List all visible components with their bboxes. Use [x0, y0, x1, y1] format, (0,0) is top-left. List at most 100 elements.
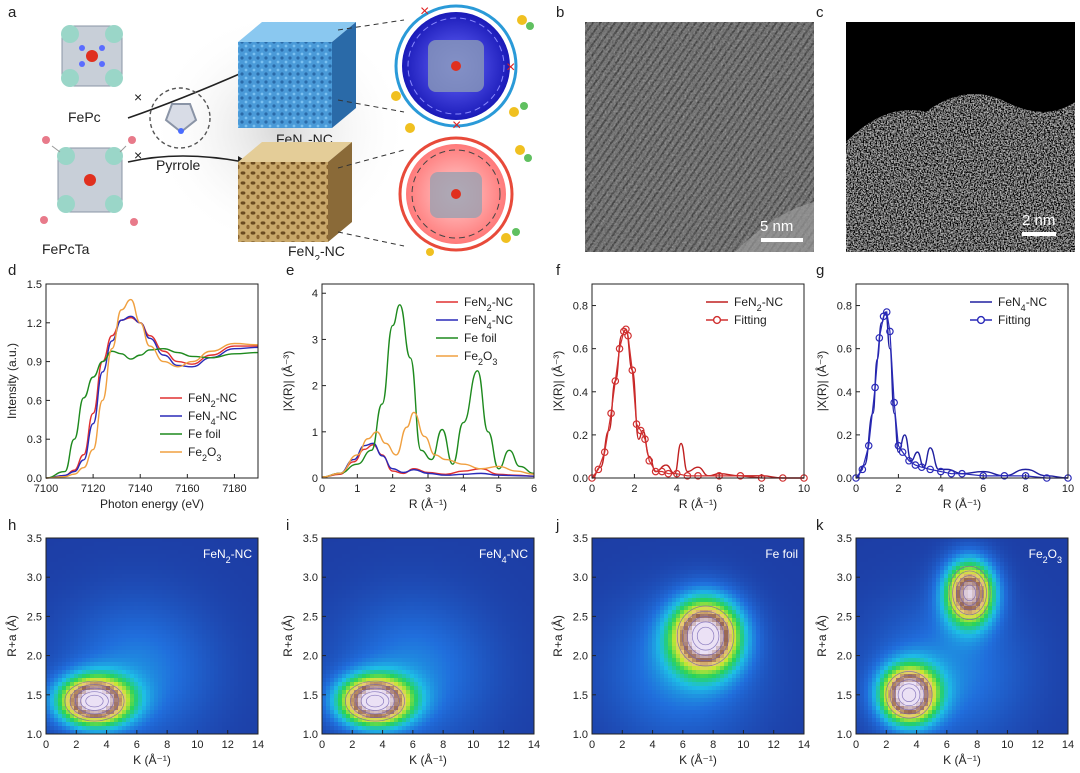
heatmap-cell	[346, 594, 351, 599]
heatmap-cell	[162, 570, 167, 575]
heatmap-cell	[438, 710, 443, 715]
heatmap-cell	[366, 718, 371, 723]
heatmap-cell	[126, 682, 131, 687]
heatmap-cell	[206, 598, 211, 603]
heatmap-cell	[142, 614, 147, 619]
heatmap-cell	[350, 614, 355, 619]
heatmap-cell	[106, 594, 111, 599]
heatmap-cell	[58, 630, 63, 635]
heatmap-cell	[118, 638, 123, 643]
heatmap-cell	[330, 650, 335, 655]
heatmap-cell	[194, 542, 199, 547]
heatmap-cell	[358, 698, 363, 703]
heatmap-cell	[394, 702, 399, 707]
series-line-2	[321, 304, 535, 478]
heatmap-cell	[78, 670, 83, 675]
heatmap-cell	[238, 726, 243, 731]
heatmap-cell	[454, 578, 459, 583]
heatmap-cell	[90, 570, 95, 575]
heatmap-cell	[234, 722, 239, 727]
heatmap-cell	[450, 674, 455, 679]
heatmap-cell	[410, 646, 415, 651]
heatmap-cell	[238, 558, 243, 563]
heatmap-cell	[206, 630, 211, 635]
heatmap-cell	[430, 654, 435, 659]
heatmap-cell	[242, 650, 247, 655]
heatmap-cell	[166, 722, 171, 727]
heatmap-cell	[450, 538, 455, 543]
heatmap-cell	[78, 662, 83, 667]
heatmap-cell	[170, 714, 175, 719]
heatmap-cell	[254, 718, 259, 723]
heatmap-cell	[362, 550, 367, 555]
heatmap-cell	[238, 706, 243, 711]
heatmap-cell	[482, 610, 487, 615]
y-tick-label: 3	[312, 334, 318, 346]
heatmap-cell	[138, 718, 143, 723]
heatmap-cell	[250, 722, 255, 727]
heatmap-cell	[202, 630, 207, 635]
heatmap-cell	[138, 554, 143, 559]
heatmap-cell	[346, 694, 351, 699]
heatmap-cell	[46, 710, 51, 715]
heatmap-cell	[122, 718, 127, 723]
heatmap-cell	[210, 598, 215, 603]
heatmap-cell	[358, 626, 363, 631]
heatmap-cell	[442, 698, 447, 703]
heatmap-cell	[366, 694, 371, 699]
heatmap-cell	[82, 662, 87, 667]
heatmap-cell	[338, 538, 343, 543]
heatmap-cell	[210, 582, 215, 587]
heatmap-cell	[122, 666, 127, 671]
heatmap-cell	[198, 710, 203, 715]
heatmap-cell	[242, 554, 247, 559]
heatmap-cell	[438, 582, 443, 587]
heatmap-cell	[138, 626, 143, 631]
heatmap-cell	[490, 710, 495, 715]
heatmap-cell	[114, 658, 119, 663]
heatmap-cell	[366, 590, 371, 595]
heatmap-cell	[254, 630, 259, 635]
heatmap-cell	[490, 634, 495, 639]
heatmap-cell	[206, 606, 211, 611]
heatmap-cell	[202, 702, 207, 707]
heatmap-cell	[126, 726, 131, 731]
heatmap-cell	[206, 602, 211, 607]
heatmap-cell	[190, 550, 195, 555]
heatmap-cell	[202, 682, 207, 687]
heatmap-cell	[418, 546, 423, 551]
x-tick-label: 8	[164, 739, 170, 751]
heatmap-cell	[126, 562, 131, 567]
heatmap-cell	[426, 646, 431, 651]
heatmap-cell	[182, 590, 187, 595]
heatmap-cell	[410, 674, 415, 679]
heatmap-cell	[322, 662, 327, 667]
heatmap-cell	[238, 642, 243, 647]
heatmap-cell	[66, 562, 71, 567]
heatmap-cell	[394, 622, 399, 627]
heatmap-cell	[98, 622, 103, 627]
heatmap-cell	[178, 722, 183, 727]
heatmap-cell	[242, 718, 247, 723]
heatmap-cell	[454, 654, 459, 659]
heatmap-cell	[326, 690, 331, 695]
heatmap-cell	[254, 570, 259, 575]
heatmap-cell	[198, 618, 203, 623]
heatmap-cell	[146, 658, 151, 663]
heatmap-cell	[442, 602, 447, 607]
heatmap-cell	[110, 574, 115, 579]
heatmap-cell	[458, 578, 463, 583]
heatmap-cell	[338, 618, 343, 623]
heatmap-cell	[410, 538, 415, 543]
heatmap-cell	[178, 614, 183, 619]
heatmap-cell	[426, 638, 431, 643]
heatmap-cell	[442, 618, 447, 623]
heatmap-cell	[418, 726, 423, 731]
heatmap-cell	[482, 602, 487, 607]
heatmap-cell	[390, 586, 395, 591]
heatmap-cell	[490, 682, 495, 687]
heatmap-cell	[178, 546, 183, 551]
heatmap-cell	[166, 706, 171, 711]
heatmap-cell	[426, 582, 431, 587]
heatmap-cell	[190, 574, 195, 579]
